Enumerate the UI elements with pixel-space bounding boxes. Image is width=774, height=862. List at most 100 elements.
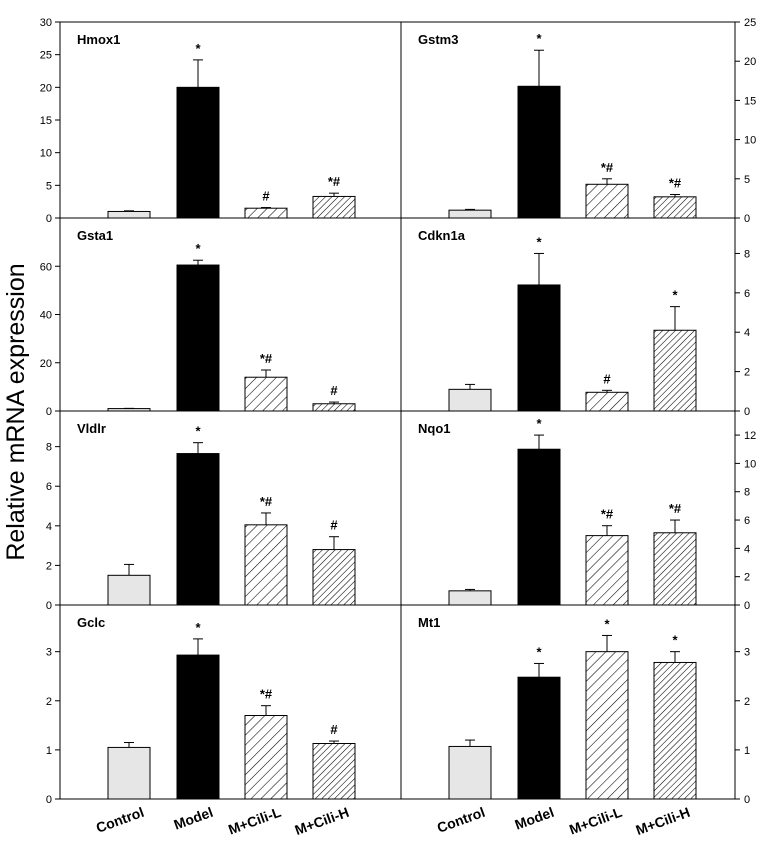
y-tick-label: 60	[40, 261, 52, 273]
y-tick-label: 0	[46, 406, 52, 418]
significance-marker: *	[536, 234, 542, 249]
y-tick-label: 8	[46, 442, 52, 454]
y-tick-label: 4	[744, 327, 750, 339]
y-tick-label: 20	[40, 82, 52, 94]
significance-marker: *	[536, 416, 542, 431]
panel-mt1: 0 1 2 3 Mt1 * * *	[400, 604, 750, 806]
y-tick-label: 4	[744, 543, 750, 555]
y-tick-label: 4	[46, 521, 52, 533]
significance-marker: *	[195, 620, 201, 635]
panel-title: Vldlr	[77, 421, 106, 436]
significance-marker: *#	[260, 494, 273, 509]
y-tick-label: 15	[40, 115, 52, 127]
panel-title: Cdkn1a	[418, 228, 466, 243]
y-tick-label: 2	[744, 572, 750, 584]
bar-control	[448, 388, 492, 412]
bar-m-cili-h	[653, 532, 697, 606]
y-tick-label: 8	[744, 487, 750, 499]
y-tick-label: 20	[40, 358, 52, 370]
bar-m-cili-h	[312, 743, 356, 800]
bar-model	[176, 86, 220, 219]
y-tick-label: 10	[744, 458, 756, 470]
bar-model	[176, 453, 220, 606]
y-tick-label: 2	[744, 696, 750, 708]
y-tick-label: 2	[46, 560, 52, 572]
y-tick-label: 0	[744, 600, 750, 612]
panel-title: Gclc	[77, 615, 105, 630]
x-category-label: Control	[435, 804, 487, 836]
x-category-label: M+Cili-H	[293, 804, 351, 838]
significance-marker: #	[330, 383, 338, 398]
bar-control	[448, 209, 492, 219]
bar-m-cili-l	[585, 535, 629, 606]
significance-marker: *	[195, 241, 201, 256]
panel-nqo1: 0 2 4 6 8 10 12 Nqo1 * *# *#	[400, 410, 756, 612]
bar-m-cili-l	[244, 207, 288, 219]
bar-model	[517, 676, 561, 800]
y-tick-label: 2	[46, 696, 52, 708]
y-tick-label: 0	[744, 406, 750, 418]
x-category-label: Model	[172, 804, 215, 833]
y-tick-label: 8	[744, 248, 750, 260]
panel-gsta1: 0 20 40 60 Gsta1 * *# #	[40, 217, 402, 418]
bar-model	[176, 264, 220, 412]
y-tick-label: 25	[40, 50, 52, 62]
x-category-label: M+Cili-H	[634, 804, 692, 838]
y-tick-label: 0	[744, 794, 750, 806]
bar-m-cili-h	[312, 195, 356, 219]
bar-model	[517, 284, 561, 412]
panel-title: Gstm3	[418, 32, 458, 47]
bar-control	[107, 210, 151, 219]
y-tick-label: 0	[46, 794, 52, 806]
significance-marker: *#	[669, 175, 682, 190]
panel-frame	[59, 21, 402, 219]
significance-marker: *	[672, 633, 678, 648]
x-category-label: Model	[513, 804, 556, 833]
y-tick-label: 25	[744, 17, 756, 29]
panel-vldlr: 0 2 4 6 8 Vldlr * *# #	[46, 410, 402, 612]
panel-title: Gsta1	[77, 228, 113, 243]
significance-marker: *#	[260, 351, 273, 366]
bar-m-cili-h	[653, 196, 697, 219]
bar-model	[176, 654, 220, 800]
bar-m-cili-l	[244, 376, 288, 412]
panel-cdkn1a: 0 2 4 6 8 Cdkn1a * # *	[400, 217, 750, 418]
significance-marker: *#	[669, 501, 682, 516]
y-tick-label: 5	[46, 180, 52, 192]
significance-marker: *	[536, 31, 542, 46]
bar-control	[107, 574, 151, 606]
bar-m-cili-l	[585, 183, 629, 219]
bar-m-cili-l	[585, 391, 629, 412]
x-category-label: M+Cili-L	[567, 804, 624, 838]
panel-frame	[59, 217, 402, 412]
bar-m-cili-h	[653, 329, 697, 412]
y-tick-label: 10	[40, 148, 52, 160]
y-tick-label: 10	[744, 135, 756, 147]
significance-marker: *	[195, 41, 201, 56]
panel-gstm3: 0 5 10 15 20 25 Gstm3 * *# *#	[400, 17, 756, 225]
y-tick-label: 30	[40, 17, 52, 29]
bar-m-cili-l	[244, 715, 288, 800]
bar-m-cili-h	[312, 549, 356, 606]
panel-title: Hmox1	[77, 32, 120, 47]
y-tick-label: 6	[744, 288, 750, 300]
y-tick-label: 6	[46, 481, 52, 493]
y-tick-label: 12	[744, 430, 756, 442]
bar-m-cili-h	[312, 403, 356, 412]
y-tick-label: 40	[40, 310, 52, 322]
y-axis-label: Relative mRNA expression	[2, 263, 30, 560]
panel-frame	[400, 21, 736, 219]
significance-marker: #	[330, 518, 338, 533]
significance-marker: *	[195, 424, 201, 439]
y-tick-label: 1	[744, 745, 750, 757]
significance-marker: *	[604, 616, 610, 631]
x-category-label: M+Cili-L	[226, 804, 283, 838]
panel-title: Mt1	[418, 615, 440, 630]
y-tick-label: 2	[744, 367, 750, 379]
y-tick-label: 6	[744, 515, 750, 527]
significance-marker: *	[672, 288, 678, 303]
bar-model	[517, 85, 561, 219]
y-tick-label: 3	[744, 647, 750, 659]
significance-marker: *	[536, 644, 542, 659]
